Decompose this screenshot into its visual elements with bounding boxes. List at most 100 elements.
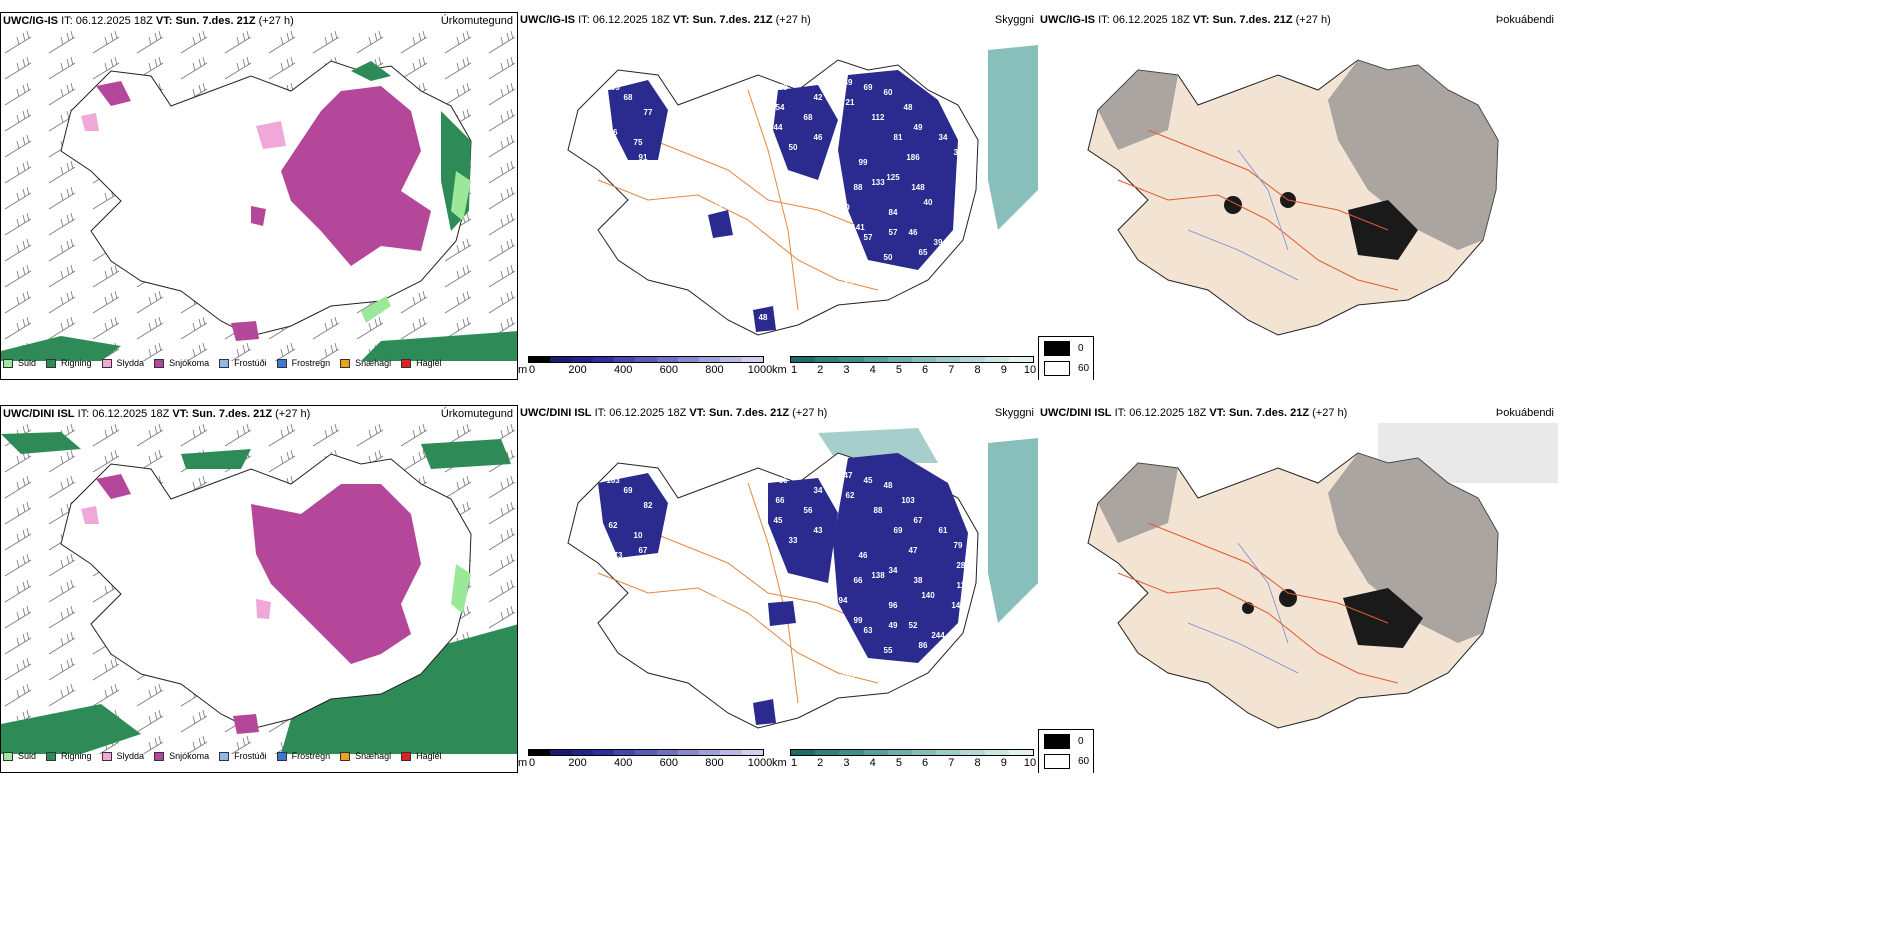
visibility-value-label: 46 xyxy=(909,228,918,237)
colorbar-tick: 1 xyxy=(790,364,798,376)
colorbar-tick: 0 xyxy=(528,364,536,376)
legend-label: Súld xyxy=(18,751,37,761)
visibility-value-label: 48 xyxy=(904,103,913,112)
colorbar-tick: 200 xyxy=(568,364,587,376)
legend-label: Frostúði xyxy=(234,358,267,368)
visibility-value-label: 118 xyxy=(957,581,970,590)
visibility-value-label: 53 xyxy=(834,621,843,630)
colorbar-segment xyxy=(720,750,742,755)
colorbar-segment xyxy=(571,750,593,755)
visibility-value-label: 63 xyxy=(864,626,873,635)
cloud-base-map: 195 65 68 77 76 75 11 91 59 54 44 50 68 42 46 49 21 69 60 4… xyxy=(567,45,1038,336)
visibility-value-label: 148 xyxy=(911,183,925,192)
visibility-value-label: 88 xyxy=(874,506,883,515)
visibility-value-label: 38 xyxy=(914,576,923,585)
colorbar-segment xyxy=(656,357,678,362)
precip-map xyxy=(1,424,517,754)
field-title: Úrkomutegund xyxy=(440,15,513,27)
legend-swatch xyxy=(219,751,230,761)
model-name: UWC/IG-IS xyxy=(1040,14,1095,26)
colorbar-tick: 2 xyxy=(817,757,824,769)
lead-time: (+27 h) xyxy=(1312,407,1348,419)
visibility-value-label: 82 xyxy=(644,501,653,510)
legend-label: Slydda xyxy=(116,358,145,368)
fog-shading xyxy=(1098,453,1498,643)
legend-swatch xyxy=(101,751,112,761)
visibility-value-label: 59 xyxy=(779,83,788,92)
colorbar-tick: 200 xyxy=(568,757,587,769)
lead-time: (+27 h) xyxy=(775,14,811,26)
cloud-base-colorbar: m 0 200 400 600 800 1000 xyxy=(518,356,772,380)
fog-legend-item: 60 xyxy=(1044,361,1089,376)
cloud-base-panel-top: UWC/IG-IS IT: 06.12.2025 18Z VT: Sun. 7.… xyxy=(518,12,1038,380)
colorbar-segment xyxy=(1008,750,1034,755)
lead-time: (+27 h) xyxy=(258,15,294,27)
model-name: UWC/DINI ISL xyxy=(520,407,592,419)
visibility-value-label: 282 xyxy=(956,561,970,570)
fog-panel-top: UWC/IG-IS IT: 06.12.2025 18Z VT: Sun. 7.… xyxy=(1038,12,1558,380)
legend-label: Slydda xyxy=(116,751,145,761)
colorbar-segment xyxy=(984,357,1009,362)
it-label: IT: xyxy=(61,15,73,27)
visibility-value-label: 53 xyxy=(844,651,853,660)
visibility-value-label: 56 xyxy=(804,506,813,515)
legend-item: Snjókoma xyxy=(154,358,209,368)
colorbar-segment xyxy=(720,357,742,362)
legend-item: Haglél xyxy=(401,358,442,368)
colorbar-segment xyxy=(815,357,840,362)
visibility-value-label: 48 xyxy=(884,481,893,490)
model-name: UWC/IG-IS xyxy=(3,15,58,27)
visibility-value-label: 69 xyxy=(624,486,633,495)
legend-item: Slydda xyxy=(101,358,145,368)
visibility-value-label: 81 xyxy=(894,133,903,142)
visibility-value-label: 86 xyxy=(919,641,928,650)
legend-item: Súld xyxy=(3,751,36,761)
model-name: UWC/DINI ISL xyxy=(3,408,75,420)
lead-time: (+27 h) xyxy=(792,407,828,419)
fog-legend-item: 60 xyxy=(1044,754,1089,769)
legend-item: Frostregn xyxy=(276,358,330,368)
visibility-value-label: 75 xyxy=(634,138,643,147)
visibility-value-label: 65 xyxy=(589,108,598,117)
legend-label: Frostúði xyxy=(234,751,267,761)
legend-item: Súld xyxy=(3,358,36,368)
visibility-value-label: 55 xyxy=(884,646,893,655)
visibility-value-label: 35 xyxy=(844,278,853,287)
visibility-value-label: 62 xyxy=(846,491,855,500)
legend-swatch xyxy=(154,358,165,368)
visibility-value-label: 133 xyxy=(871,178,885,187)
legend-swatch xyxy=(154,751,165,761)
vt-value: Sun. 7.des. 21Z xyxy=(692,14,773,26)
it-value: 06.12.2025 18Z xyxy=(592,14,670,26)
low-cloud-areas xyxy=(598,453,968,725)
colorbar-segment xyxy=(699,357,721,362)
legend-item: Snæhagl xyxy=(340,358,391,368)
colorbar-tick: 2 xyxy=(817,364,824,376)
colorbar-tick: 800 xyxy=(705,364,724,376)
visibility-value-label: 66 xyxy=(854,576,863,585)
visibility-value-label: 72 xyxy=(694,118,703,127)
colorbar-segment xyxy=(960,750,985,755)
precip-type-panel-bottom: UWC/DINI ISL IT: 06.12.2025 18Z VT: Sun.… xyxy=(0,405,518,773)
legend-label: Snjókoma xyxy=(169,751,210,761)
visibility-value-label: 43 xyxy=(814,526,823,535)
visibility-value-label: 48 xyxy=(759,313,768,322)
visibility-value-label: 10 xyxy=(634,531,643,540)
visibility-value-label: 150 xyxy=(791,193,805,202)
model-name: UWC/IG-IS xyxy=(520,14,575,26)
colorbar-strip xyxy=(790,749,1034,756)
fog-legend-item: 0 xyxy=(1044,341,1084,356)
cloud-base-panel-bottom: UWC/DINI ISL IT: 06.12.2025 18Z VT: Sun.… xyxy=(518,405,1038,773)
field-title: Skyggni xyxy=(994,14,1034,26)
colorbar-unit: km xyxy=(772,757,787,769)
precip-legend: Súld Rigning Slydda Snjókoma Frostúði Frostre… xyxy=(3,751,452,761)
vt-value: Sun. 7.des. 21Z xyxy=(708,407,790,419)
field-title: Skyggni xyxy=(994,407,1034,419)
vt-label: VT: xyxy=(155,15,173,27)
vt-label: VT: xyxy=(172,408,189,420)
cloud-base-map: 163 56 69 82 62 10 73 67 66 66 45 33 56 34 43 47 62 45 48 1… xyxy=(567,428,1038,729)
colorbar-tick: 4 xyxy=(869,364,876,376)
visibility-value-label: 103 xyxy=(901,496,915,505)
colorbar-tick: 0 xyxy=(528,757,536,769)
colorbar-segment xyxy=(839,750,864,755)
